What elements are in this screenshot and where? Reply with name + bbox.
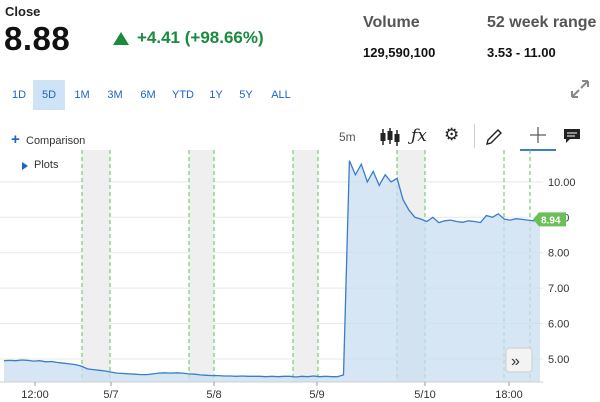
price-line [3, 160, 541, 378]
x-axis: 12:00 5/7 5/8 5/9 5/10 18:00 [21, 382, 523, 401]
range-tab-3m[interactable]: 3M [107, 89, 123, 101]
range-tab-1m[interactable]: 1M [74, 89, 90, 101]
week-range-label: 52 week range [487, 14, 597, 31]
close-label: Close [5, 4, 41, 19]
last-price-label: 8.94 [541, 215, 561, 226]
up-arrow-icon [113, 32, 129, 45]
comment-icon[interactable] [563, 127, 581, 145]
session-gap [189, 150, 214, 382]
last-price-tag: 8.94 [533, 212, 566, 227]
week-range-value: 3.53 - 11.00 [487, 45, 556, 60]
volume-label: Volume [363, 14, 420, 31]
range-tab-ytd[interactable]: YTD [172, 89, 194, 101]
range-tab-5d[interactable]: 5D [33, 80, 65, 110]
fx-icon[interactable]: ƒx [411, 126, 427, 146]
x-tick-label: 5/9 [309, 389, 324, 401]
crosshair-icon[interactable] [520, 124, 556, 152]
caret-right-icon [22, 162, 28, 170]
volume-value: 129,590,100 [363, 45, 436, 60]
y-tick-label: 6.00 [548, 319, 569, 331]
price-change: +4.41 (+98.66%) [137, 28, 264, 47]
x-tick-label: 5/7 [103, 389, 118, 401]
double-chevron-right-icon: » [511, 353, 520, 370]
interval-selector[interactable]: 5m [339, 130, 356, 144]
close-price: 8.88 [4, 20, 71, 57]
price-area [4, 160, 540, 382]
range-tab-1y[interactable]: 1Y [209, 89, 223, 101]
range-tab-6m[interactable]: 6M [140, 89, 156, 101]
x-tick-label: 5/8 [206, 389, 221, 401]
pencil-icon[interactable] [484, 127, 504, 147]
plots-button[interactable]: Plots [34, 159, 59, 171]
toolbar-divider [474, 124, 475, 148]
session-gap [293, 150, 318, 382]
y-tick-label: 8.00 [548, 248, 569, 260]
y-tick-label: 10.00 [548, 177, 576, 189]
y-tick-label: 7.00 [548, 283, 569, 295]
session-gap [82, 150, 110, 382]
plus-icon[interactable]: + [11, 131, 20, 148]
x-tick-label: 12:00 [21, 389, 49, 401]
x-tick-label: 5/10 [414, 389, 435, 401]
range-tab-all[interactable]: ALL [271, 89, 291, 101]
range-tab-5y[interactable]: 5Y [239, 89, 253, 101]
x-tick-label: 18:00 [495, 389, 523, 401]
range-tab-1d[interactable]: 1D [11, 89, 27, 101]
y-tick-label: 5.00 [548, 354, 569, 366]
expand-icon[interactable] [569, 78, 591, 100]
comparison-button[interactable]: Comparison [26, 135, 86, 147]
gear-icon[interactable]: ⚙ [444, 125, 460, 144]
candlestick-icon[interactable] [379, 127, 401, 147]
scroll-right-button[interactable]: » [505, 347, 533, 373]
